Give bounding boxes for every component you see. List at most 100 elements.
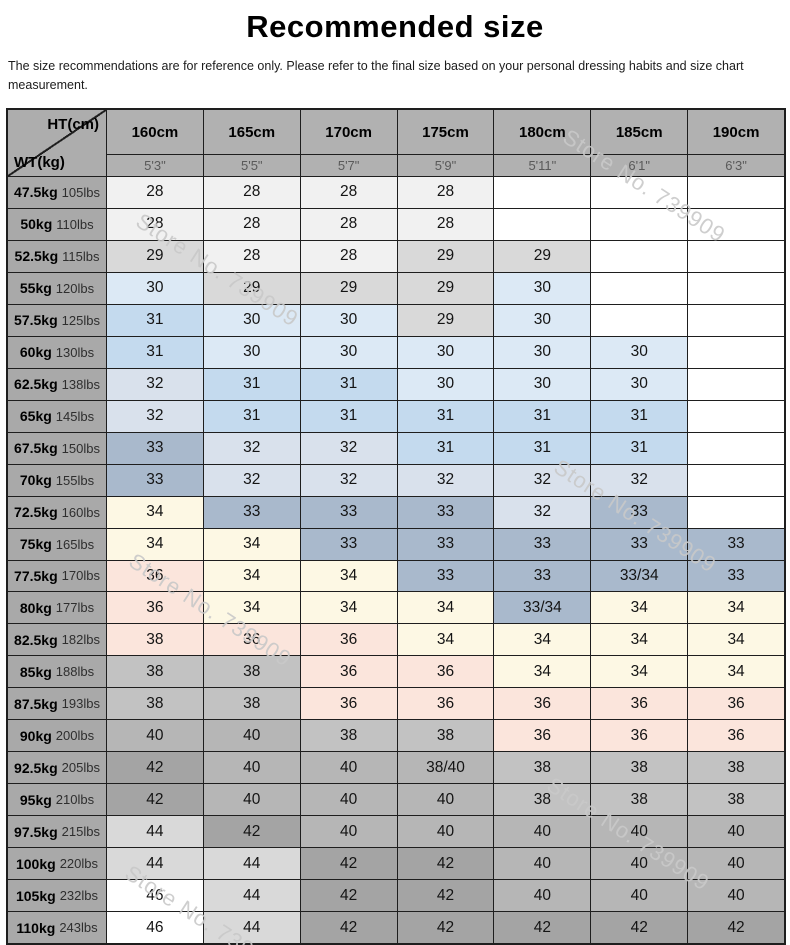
size-cell: 33	[688, 528, 784, 560]
row-header-kg: 90kg	[19, 727, 52, 744]
size-cell: 28	[300, 177, 397, 208]
row-header-lbs: 105lbs	[61, 184, 100, 200]
size-cell: 38	[591, 784, 688, 816]
size-cell	[591, 177, 688, 208]
size-cell: 32	[107, 400, 203, 432]
row-header-weight: 97.5kg 215lbs	[8, 816, 106, 848]
size-cell: 32	[591, 464, 688, 496]
column-header-height-cm: 160cm	[107, 110, 203, 154]
size-cell: 34	[591, 656, 688, 688]
size-cell: 40	[300, 784, 397, 816]
size-cell: 31	[591, 432, 688, 464]
row-header-weight: 82.5kg 182lbs	[8, 624, 106, 656]
row-header-kg: 100kg	[15, 855, 56, 872]
size-cell: 31	[203, 368, 300, 400]
size-cell: 40	[494, 880, 591, 912]
size-cell: 34	[203, 560, 300, 592]
size-cell: 33	[591, 528, 688, 560]
size-cell: 46	[107, 880, 203, 912]
size-cell: 31	[203, 400, 300, 432]
size-cell: 40	[300, 752, 397, 784]
row-header-weight: 80kg 177lbs	[8, 592, 106, 624]
size-cell: 38	[300, 720, 397, 752]
row-header-weight: 77.5kg 170lbs	[8, 560, 106, 592]
size-cell: 33	[107, 432, 203, 464]
row-header-weight: 47.5kg 105lbs	[8, 177, 106, 208]
row-header-lbs: 130lbs	[55, 344, 95, 360]
size-cell: 44	[107, 848, 203, 880]
size-cell: 34	[107, 496, 203, 528]
size-cell	[688, 272, 784, 304]
column-header-height-ft: 5'11"	[494, 155, 591, 176]
size-cell: 30	[591, 368, 688, 400]
row-header-lbs: 125lbs	[61, 312, 100, 328]
size-cell: 31	[107, 304, 203, 336]
size-cell	[688, 368, 784, 400]
size-cell: 44	[107, 816, 203, 848]
size-cell: 30	[397, 368, 494, 400]
size-cell: 38	[494, 784, 591, 816]
size-cell: 46	[107, 912, 203, 943]
size-cell: 28	[397, 177, 494, 208]
row-header-kg: 50kg	[20, 216, 53, 233]
size-cell	[688, 336, 784, 368]
size-cell: 29	[300, 272, 397, 304]
size-cell: 30	[494, 304, 591, 336]
row-header-weight: 95kg 210lbs	[8, 784, 106, 816]
size-cell: 38	[107, 656, 203, 688]
column-header-height-cm: 170cm	[300, 110, 397, 154]
size-cell: 34	[203, 528, 300, 560]
size-cell: 28	[203, 240, 300, 272]
size-cell: 34	[107, 528, 203, 560]
size-cell: 33	[300, 496, 397, 528]
size-cell: 31	[300, 368, 397, 400]
size-cell: 44	[203, 912, 300, 943]
size-cell: 44	[203, 848, 300, 880]
size-cell: 36	[107, 592, 203, 624]
size-cell: 34	[300, 592, 397, 624]
row-header-kg: 72.5kg	[14, 504, 58, 521]
size-cell: 36	[494, 720, 591, 752]
size-cell: 30	[300, 336, 397, 368]
size-cell: 34	[591, 592, 688, 624]
row-header-weight: 70kg 155lbs	[8, 464, 106, 496]
size-cell: 33	[397, 528, 494, 560]
size-cell: 33	[397, 560, 494, 592]
row-header-weight: 110kg 243lbs	[8, 912, 106, 943]
row-header-kg: 65kg	[19, 408, 52, 425]
size-cell: 38/40	[397, 752, 494, 784]
size-cell: 29	[397, 304, 494, 336]
size-cell: 34	[591, 624, 688, 656]
size-cell: 32	[494, 496, 591, 528]
size-cell: 40	[591, 880, 688, 912]
row-header-lbs: 120lbs	[55, 280, 95, 296]
column-header-height-ft: 5'9"	[397, 155, 494, 176]
corner-height-label: HT(cm)	[47, 116, 99, 133]
row-header-lbs: 145lbs	[55, 408, 95, 424]
size-cell: 42	[300, 848, 397, 880]
column-header-height-ft: 5'3"	[107, 155, 203, 176]
size-cell: 28	[107, 208, 203, 240]
size-cell: 36	[397, 688, 494, 720]
size-cell: 40	[688, 880, 784, 912]
column-header-height-cm: 185cm	[591, 110, 688, 154]
size-cell: 34	[300, 560, 397, 592]
size-cell: 33	[494, 560, 591, 592]
size-cell: 38	[688, 752, 784, 784]
size-cell: 42	[688, 912, 784, 943]
size-cell: 28	[300, 208, 397, 240]
size-cell: 36	[203, 624, 300, 656]
size-cell: 38	[494, 752, 591, 784]
size-cell: 40	[203, 784, 300, 816]
size-cell: 34	[203, 592, 300, 624]
row-header-lbs: 115lbs	[62, 248, 100, 264]
size-cell: 40	[203, 752, 300, 784]
size-cell: 33/34	[591, 560, 688, 592]
row-header-lbs: 210lbs	[55, 792, 95, 808]
size-cell	[688, 208, 784, 240]
size-cell: 42	[397, 912, 494, 943]
size-cell: 44	[203, 880, 300, 912]
size-cell: 32	[107, 368, 203, 400]
column-header-height-cm: 180cm	[494, 110, 591, 154]
